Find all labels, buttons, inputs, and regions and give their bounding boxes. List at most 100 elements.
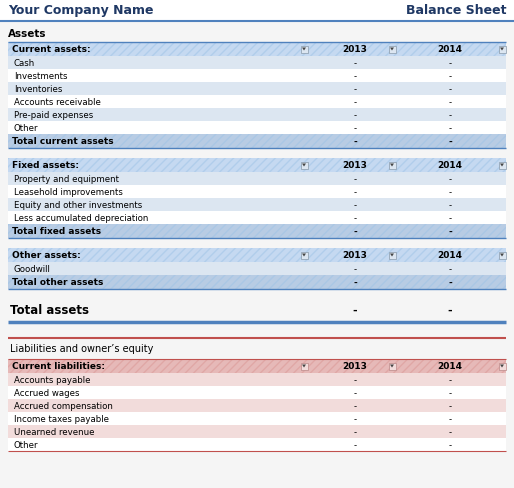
Text: Accounts payable: Accounts payable (14, 375, 90, 384)
Text: -: - (354, 427, 357, 436)
Bar (8, 212, 506, 224)
Text: -: - (448, 214, 452, 223)
Text: -: - (354, 401, 357, 410)
Bar (8, 359, 506, 373)
Text: -: - (353, 137, 357, 146)
Text: Assets: Assets (8, 29, 46, 39)
Bar (389, 363, 395, 370)
Bar (8, 399, 506, 412)
Text: -: - (448, 401, 452, 410)
Text: -: - (354, 187, 357, 197)
Bar (8, 386, 506, 399)
Bar (8, 263, 506, 275)
Text: Balance Sheet: Balance Sheet (406, 4, 506, 18)
Text: Current assets:: Current assets: (12, 45, 90, 54)
Polygon shape (390, 48, 394, 51)
Text: Leasehold improvements: Leasehold improvements (14, 187, 123, 197)
Bar (8, 96, 506, 109)
Text: -: - (354, 59, 357, 68)
Bar (8, 275, 506, 289)
Text: Current liabilities:: Current liabilities: (12, 362, 105, 371)
Text: -: - (354, 175, 357, 183)
Polygon shape (390, 164, 394, 167)
Text: Equity and other investments: Equity and other investments (14, 201, 142, 209)
Text: -: - (448, 137, 452, 146)
Text: -: - (354, 111, 357, 120)
Bar (8, 135, 506, 149)
Text: Income taxes payable: Income taxes payable (14, 414, 109, 423)
Polygon shape (500, 164, 504, 167)
Text: -: - (448, 264, 452, 273)
Text: -: - (448, 278, 452, 287)
Bar (499, 46, 505, 53)
Text: -: - (354, 375, 357, 384)
Text: Cash: Cash (14, 59, 35, 68)
Text: -: - (354, 72, 357, 81)
Text: 2014: 2014 (437, 161, 463, 170)
Text: 2013: 2013 (342, 362, 368, 371)
Text: Other: Other (14, 124, 39, 133)
Text: -: - (354, 85, 357, 94)
Bar (8, 109, 506, 122)
Text: 2013: 2013 (342, 161, 368, 170)
Text: -: - (354, 124, 357, 133)
Text: Investments: Investments (14, 72, 67, 81)
Bar (499, 363, 505, 370)
Text: 2014: 2014 (437, 362, 463, 371)
Bar (8, 438, 506, 451)
Text: -: - (354, 214, 357, 223)
Bar (8, 199, 506, 212)
Bar (8, 159, 506, 173)
Text: 2014: 2014 (437, 251, 463, 260)
Text: -: - (353, 278, 357, 287)
Bar (8, 43, 506, 57)
Bar (389, 46, 395, 53)
Text: Liabilities and owner’s equity: Liabilities and owner’s equity (10, 344, 153, 354)
Text: Accounts receivable: Accounts receivable (14, 98, 101, 107)
Text: -: - (448, 175, 452, 183)
Text: -: - (353, 305, 357, 315)
Text: -: - (448, 440, 452, 449)
Polygon shape (500, 254, 504, 257)
Text: Property and equipment: Property and equipment (14, 175, 119, 183)
Text: -: - (354, 201, 357, 209)
Text: -: - (448, 305, 452, 315)
Bar (8, 412, 506, 425)
Bar (8, 248, 506, 263)
Bar (8, 373, 506, 386)
Text: -: - (354, 440, 357, 449)
Bar (8, 359, 506, 373)
Bar (389, 162, 395, 169)
Bar (8, 43, 506, 57)
Text: -: - (448, 227, 452, 236)
Text: Total current assets: Total current assets (12, 137, 114, 146)
Bar (8, 248, 506, 263)
Polygon shape (302, 365, 306, 368)
Bar (8, 159, 506, 173)
Text: Less accumulated depreciation: Less accumulated depreciation (14, 214, 149, 223)
Polygon shape (500, 48, 504, 51)
Text: -: - (448, 187, 452, 197)
Bar (8, 70, 506, 83)
Text: -: - (448, 201, 452, 209)
Text: -: - (448, 124, 452, 133)
Text: -: - (353, 227, 357, 236)
Text: Fixed assets:: Fixed assets: (12, 161, 79, 170)
Bar (499, 252, 505, 259)
Polygon shape (302, 164, 306, 167)
Bar (8, 185, 506, 199)
Text: -: - (448, 72, 452, 81)
Text: Goodwill: Goodwill (14, 264, 51, 273)
Bar (8, 425, 506, 438)
Polygon shape (390, 365, 394, 368)
Text: -: - (448, 414, 452, 423)
Bar (8, 83, 506, 96)
Text: -: - (448, 427, 452, 436)
Bar (499, 162, 505, 169)
Bar (8, 224, 506, 239)
Text: 2014: 2014 (437, 45, 463, 54)
Bar (301, 252, 307, 259)
Text: Unearned revenue: Unearned revenue (14, 427, 95, 436)
Text: Accrued compensation: Accrued compensation (14, 401, 113, 410)
Bar (8, 275, 506, 289)
